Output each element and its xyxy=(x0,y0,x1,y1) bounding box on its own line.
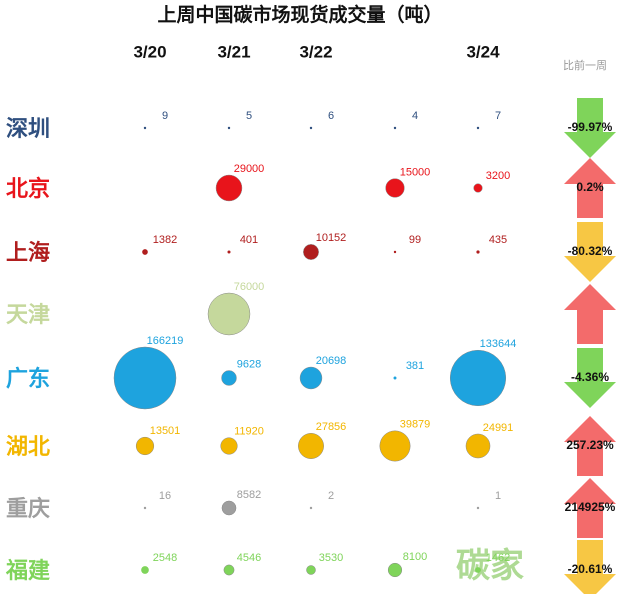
value-label: 5 xyxy=(246,110,252,122)
bubble xyxy=(306,565,316,575)
bubble xyxy=(142,249,148,255)
row-label: 天津 xyxy=(6,302,50,327)
value-label: 39879 xyxy=(400,419,431,431)
value-label: 1382 xyxy=(153,234,177,246)
bubble xyxy=(113,346,177,410)
bubble xyxy=(221,500,237,516)
watermark: 碳家 xyxy=(456,547,524,585)
x-tick-label: 3/20 xyxy=(133,42,166,61)
bubble xyxy=(220,437,238,455)
bubble xyxy=(227,250,231,254)
row-label: 重庆 xyxy=(6,496,50,521)
bubble xyxy=(309,506,313,510)
bubble xyxy=(309,126,313,130)
value-label: 76000 xyxy=(234,281,265,293)
bubble xyxy=(476,250,480,254)
value-label: 1 xyxy=(495,490,501,502)
change-label: -80.32% xyxy=(568,244,613,258)
value-label: 381 xyxy=(406,360,424,372)
change-header: 比前一周 xyxy=(563,58,607,72)
bubble xyxy=(303,244,319,260)
row-label: 上海 xyxy=(6,240,50,265)
change-label: 214925% xyxy=(565,500,616,514)
change-label: -99.97% xyxy=(568,120,613,134)
bubble xyxy=(298,433,324,459)
value-label: 24991 xyxy=(483,422,514,434)
x-tick-label: 3/22 xyxy=(299,42,332,61)
change-arrow xyxy=(564,540,616,594)
change-arrow xyxy=(564,416,616,476)
value-label: 2548 xyxy=(153,552,177,564)
value-label: 4 xyxy=(412,110,418,122)
value-label: 4546 xyxy=(237,552,261,564)
change-arrow xyxy=(564,158,616,218)
value-label: 8100 xyxy=(403,551,427,563)
value-label: 7 xyxy=(495,110,501,122)
change-label: 257.23% xyxy=(566,438,614,452)
value-label: 9 xyxy=(162,110,168,122)
bubble xyxy=(207,292,251,336)
change-label: 0.2% xyxy=(576,180,604,194)
value-label: 435 xyxy=(489,234,507,246)
bubble xyxy=(475,567,481,573)
bubble xyxy=(473,183,483,193)
bubble xyxy=(227,126,231,130)
bubble xyxy=(465,433,491,459)
bubble xyxy=(223,564,235,576)
value-label: 16 xyxy=(159,490,171,502)
bubble xyxy=(215,174,243,202)
value-label: 29000 xyxy=(234,163,265,175)
value-label: 8582 xyxy=(237,489,261,501)
chart-title: 上周中国碳市场现货成交量（吨） xyxy=(157,3,442,26)
bubble xyxy=(476,126,480,130)
value-label: 99 xyxy=(409,234,421,246)
bubble xyxy=(299,366,323,390)
row-label: 湖北 xyxy=(6,434,50,459)
value-label: 9628 xyxy=(237,358,261,370)
bubble xyxy=(143,126,147,130)
bubble xyxy=(221,370,237,386)
value-label: 3530 xyxy=(319,552,343,564)
row-label: 北京 xyxy=(6,176,50,201)
value-label: 10152 xyxy=(316,232,347,244)
x-tick-label: 3/24 xyxy=(466,42,500,61)
value-label: 401 xyxy=(240,234,258,246)
value-label: 20698 xyxy=(316,355,347,367)
bubble xyxy=(135,436,155,456)
value-label: 15000 xyxy=(400,167,431,179)
bubble xyxy=(393,250,397,254)
change-arrow xyxy=(564,284,616,344)
bubble xyxy=(393,126,397,130)
change-arrow xyxy=(564,222,616,282)
value-label: 13501 xyxy=(150,425,181,437)
bubble xyxy=(393,376,397,380)
row-label: 福建 xyxy=(5,558,50,583)
bubble xyxy=(379,430,411,462)
change-arrow xyxy=(564,98,616,158)
x-tick-label: 3/21 xyxy=(217,42,250,61)
value-label: 133644 xyxy=(480,338,517,350)
value-label: 3200 xyxy=(486,170,510,182)
value-label: 11920 xyxy=(234,426,264,438)
row-label: 广东 xyxy=(6,366,50,391)
bubble xyxy=(141,566,149,574)
value-label: 27856 xyxy=(316,421,347,433)
row-label: 深圳 xyxy=(6,116,50,141)
change-arrow xyxy=(564,478,616,538)
bubble xyxy=(385,178,405,198)
value-label: 2 xyxy=(328,490,334,502)
value-label: 6 xyxy=(328,110,334,122)
value-label: 1462 xyxy=(486,552,510,564)
change-label: -4.36% xyxy=(571,370,609,384)
value-label: 166219 xyxy=(147,335,184,347)
change-label: -20.61% xyxy=(568,562,613,576)
bubble xyxy=(143,506,147,510)
bubble xyxy=(476,506,480,510)
bubble xyxy=(387,562,403,578)
bubble xyxy=(449,349,507,407)
change-arrow xyxy=(564,348,616,408)
